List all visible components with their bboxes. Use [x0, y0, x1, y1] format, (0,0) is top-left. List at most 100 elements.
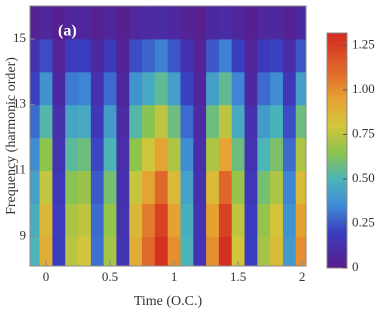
heatmap-cell: [142, 236, 155, 269]
heatmap-cell: [129, 236, 142, 269]
heatmap-cell: [91, 39, 104, 72]
heatmap-cell: [142, 39, 155, 72]
heatmap-cell: [296, 6, 309, 39]
heatmap-cell: [206, 39, 219, 72]
heatmap-cell: [257, 171, 270, 204]
heatmap-cell: [78, 39, 91, 72]
heatmap-cell: [104, 39, 117, 72]
y-tick-label: 15: [13, 30, 26, 45]
heatmap-cell: [155, 236, 168, 269]
heatmap-cell: [168, 6, 181, 39]
heatmap-cell: [129, 203, 142, 236]
heatmap-cell: [180, 203, 193, 236]
heatmap-cell: [52, 171, 65, 204]
heatmap-cell: [219, 105, 232, 138]
heatmap-cell: [155, 39, 168, 72]
heatmap-cell: [168, 72, 181, 105]
heatmap-cell: [193, 138, 206, 171]
heatmap-cell: [40, 105, 53, 138]
heatmap-cell: [296, 171, 309, 204]
heatmap-cell: [283, 203, 296, 236]
heatmap-cell: [40, 72, 53, 105]
heatmap-cell: [129, 6, 142, 39]
y-tick-label: 11: [13, 162, 26, 177]
colorbar-tick-label: 1.25: [352, 36, 375, 51]
heatmap-cell: [78, 138, 91, 171]
annotation: (a): [58, 23, 77, 40]
heatmap-cell: [104, 171, 117, 204]
heatmap-cell: [283, 39, 296, 72]
heatmap-cell: [180, 105, 193, 138]
heatmap-cell: [78, 203, 91, 236]
heatmap-cell: [65, 72, 78, 105]
heatmap-cell: [52, 105, 65, 138]
heatmap-cell: [257, 138, 270, 171]
heatmap-cell: [245, 105, 258, 138]
heatmap-cell: [219, 72, 232, 105]
heatmap-cell: [27, 39, 40, 72]
heatmap-cell: [257, 6, 270, 39]
heatmap-cell: [245, 236, 258, 269]
heatmap-cell: [245, 6, 258, 39]
heatmap-cell: [52, 236, 65, 269]
heatmap-cell: [40, 203, 53, 236]
heatmap-cell: [180, 138, 193, 171]
heatmap-cell: [245, 203, 258, 236]
y-tick-label: 9: [20, 227, 27, 242]
heatmap-cell: [296, 203, 309, 236]
heatmap-cell: [155, 171, 168, 204]
heatmap-cell: [219, 171, 232, 204]
heatmap-cell: [91, 171, 104, 204]
heatmap-cell: [142, 138, 155, 171]
heatmap-cell: [206, 138, 219, 171]
heatmap-cell: [78, 72, 91, 105]
heatmap-cell: [65, 236, 78, 269]
heatmap-cell: [155, 72, 168, 105]
heatmap-cell: [155, 6, 168, 39]
heatmap-cell: [40, 39, 53, 72]
heatmap-cell: [27, 72, 40, 105]
heatmap-cell: [219, 138, 232, 171]
colorbar-tick-label: 0.50: [352, 170, 375, 185]
heatmap-cell: [27, 105, 40, 138]
heatmap-cell: [193, 105, 206, 138]
heatmap-cell: [180, 72, 193, 105]
heatmap-cell: [245, 39, 258, 72]
heatmap-cell: [180, 236, 193, 269]
heatmap-cell: [142, 171, 155, 204]
heatmap-cell: [232, 138, 245, 171]
heatmap-cell: [116, 138, 129, 171]
heatmap-cell: [219, 39, 232, 72]
heatmap-cell: [129, 39, 142, 72]
colorbar-tick-label: 0.75: [352, 125, 375, 140]
heatmap-cell: [232, 171, 245, 204]
heatmap-cell: [116, 39, 129, 72]
heatmap-cell: [232, 72, 245, 105]
heatmap-cell: [65, 138, 78, 171]
heatmap-cell: [91, 203, 104, 236]
x-tick-label: 1.5: [230, 269, 246, 284]
heatmap-cell: [193, 6, 206, 39]
heatmap-cell: [245, 72, 258, 105]
heatmap-cell: [40, 6, 53, 39]
heatmap-cell: [155, 105, 168, 138]
heatmap-cell: [91, 236, 104, 269]
heatmap-cell: [27, 6, 40, 39]
heatmap-cell: [219, 6, 232, 39]
heatmap-cell: [104, 6, 117, 39]
heatmap-cell: [193, 72, 206, 105]
heatmap-cell: [296, 72, 309, 105]
heatmap-cell: [232, 39, 245, 72]
heatmap-cell: [78, 6, 91, 39]
heatmap-cell: [180, 6, 193, 39]
heatmap-cell: [78, 171, 91, 204]
heatmap-cell: [65, 39, 78, 72]
heatmap-cell: [129, 171, 142, 204]
heatmap-cell: [283, 171, 296, 204]
x-tick-label: 2: [299, 269, 306, 284]
heatmap-cell: [91, 105, 104, 138]
heatmap-cell: [193, 236, 206, 269]
heatmap-cell: [283, 72, 296, 105]
heatmap-cell: [129, 72, 142, 105]
